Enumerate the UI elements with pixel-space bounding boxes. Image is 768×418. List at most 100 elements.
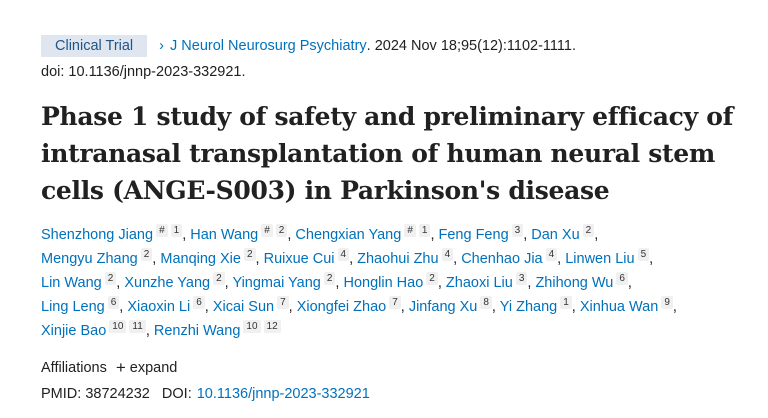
separator: , bbox=[116, 275, 125, 291]
author-link[interactable]: Han Wang bbox=[190, 227, 259, 243]
affiliation-ref[interactable]: 11 bbox=[129, 320, 146, 333]
separator: , bbox=[430, 227, 439, 243]
affiliation-ref[interactable]: 12 bbox=[263, 320, 281, 333]
affiliation-ref[interactable]: # bbox=[156, 224, 168, 237]
affiliation-ref[interactable]: 3 bbox=[511, 224, 524, 237]
author-link[interactable]: Xiongfei Zhao bbox=[296, 299, 387, 315]
separator: , bbox=[400, 299, 409, 315]
affiliation-ref[interactable]: 9 bbox=[661, 296, 673, 309]
author-link[interactable]: Lin Wang bbox=[41, 275, 102, 291]
citation-doi: doi: 10.1136/jnnp-2023-332921. bbox=[41, 64, 246, 80]
affiliation-ref[interactable]: 1 bbox=[560, 296, 572, 309]
affiliation-ref[interactable]: 10 bbox=[243, 320, 261, 333]
author-link[interactable]: Ruixue Cui bbox=[263, 251, 335, 267]
affiliations-label: Affiliations bbox=[41, 360, 107, 376]
separator: , bbox=[453, 251, 462, 267]
affiliation-ref[interactable]: 5 bbox=[637, 248, 650, 261]
author-link[interactable]: Chenhao Jia bbox=[461, 251, 543, 267]
author-link[interactable]: Feng Feng bbox=[438, 227, 509, 243]
affiliation-ref[interactable]: 4 bbox=[441, 248, 454, 261]
author-link[interactable]: Xiaoxin Li bbox=[127, 299, 191, 315]
affiliation-ref[interactable]: 4 bbox=[337, 248, 350, 261]
separator: , bbox=[335, 275, 344, 291]
author-link[interactable]: Jinfang Xu bbox=[408, 299, 478, 315]
affiliation-ref[interactable]: 8 bbox=[480, 296, 492, 309]
affiliation-ref[interactable]: 6 bbox=[616, 272, 628, 285]
author-link[interactable]: Chengxian Yang bbox=[295, 227, 402, 243]
affiliation-ref[interactable]: # bbox=[261, 224, 273, 237]
separator: , bbox=[571, 299, 580, 315]
affiliation-ref[interactable]: 4 bbox=[545, 248, 558, 261]
affiliation-ref[interactable]: 2 bbox=[426, 272, 438, 285]
separator: , bbox=[437, 275, 446, 291]
affiliation-ref[interactable]: 1 bbox=[170, 224, 183, 237]
separator: , bbox=[349, 251, 358, 267]
affiliation-ref[interactable]: 6 bbox=[107, 296, 120, 309]
affiliation-ref[interactable]: 2 bbox=[323, 272, 336, 285]
author-link[interactable]: Honglin Hao bbox=[343, 275, 424, 291]
affiliation-ref[interactable]: 2 bbox=[213, 272, 225, 285]
article-title: Phase 1 study of safety and preliminary … bbox=[41, 98, 741, 209]
publication-type-badge: Clinical Trial bbox=[41, 35, 148, 57]
separator: , bbox=[523, 227, 532, 243]
author-link[interactable]: Xunzhe Yang bbox=[124, 275, 211, 291]
pmid-label: PMID: bbox=[41, 386, 82, 402]
citation: . 2024 Nov 18;95(12):1102-1111. bbox=[366, 38, 576, 54]
author-link[interactable]: Shenzhong Jiang bbox=[41, 227, 154, 243]
separator: , bbox=[649, 251, 654, 267]
affiliation-ref[interactable]: 2 bbox=[275, 224, 288, 237]
separator: , bbox=[255, 251, 264, 267]
separator: , bbox=[557, 251, 566, 267]
article-header: Clinical Trial › J Neurol Neurosurg Psyc… bbox=[41, 34, 741, 406]
separator: , bbox=[594, 227, 599, 243]
separator: , bbox=[288, 299, 297, 315]
author-link[interactable]: Zhihong Wu bbox=[535, 275, 614, 291]
author-link[interactable]: Linwen Liu bbox=[565, 251, 635, 267]
separator: , bbox=[119, 299, 128, 315]
author-line: Mengyu Zhang 2, Manqing Xie 2, Ruixue Cui 4… bbox=[41, 247, 741, 271]
separator: , bbox=[182, 227, 191, 243]
author-link[interactable]: Mengyu Zhang bbox=[41, 251, 138, 267]
author-link[interactable]: Yi Zhang bbox=[499, 299, 558, 315]
affiliation-ref[interactable]: 3 bbox=[515, 272, 528, 285]
title-line: Phase 1 study of safety and preliminary … bbox=[41, 102, 734, 131]
title-line: intranasal transplantation of human neur… bbox=[41, 139, 716, 168]
affiliation-ref[interactable]: 6 bbox=[193, 296, 205, 309]
author-link[interactable]: Zhaoxi Liu bbox=[445, 275, 513, 291]
affiliation-ref[interactable]: 2 bbox=[243, 248, 256, 261]
separator: , bbox=[224, 275, 233, 291]
separator: , bbox=[491, 299, 500, 315]
affiliation-ref[interactable]: 10 bbox=[109, 320, 127, 333]
author-list: Shenzhong Jiang #1, Han Wang #2, Chengxian… bbox=[41, 223, 741, 343]
affiliation-ref[interactable]: 1 bbox=[418, 224, 431, 237]
journal-link[interactable]: J Neurol Neurosurg Psychiatry bbox=[170, 38, 367, 54]
affiliation-ref[interactable]: 7 bbox=[389, 296, 401, 309]
doi-link[interactable]: 10.1136/jnnp-2023-332921 bbox=[196, 386, 370, 402]
affiliation-ref[interactable]: # bbox=[404, 224, 416, 237]
author-line: Shenzhong Jiang #1, Han Wang #2, Chengxian… bbox=[41, 223, 741, 247]
author-link[interactable]: Renzhi Wang bbox=[153, 323, 241, 339]
author-link[interactable]: Xinjie Bao bbox=[41, 323, 107, 339]
separator: , bbox=[145, 323, 154, 339]
separator: , bbox=[287, 227, 296, 243]
title-line: cells (ANGE-S003) in Parkinson's disease bbox=[41, 176, 610, 205]
author-link[interactable]: Xinhua Wan bbox=[579, 299, 659, 315]
author-link[interactable]: Yingmai Yang bbox=[232, 275, 321, 291]
affiliation-ref[interactable]: 2 bbox=[104, 272, 117, 285]
author-link[interactable]: Manqing Xie bbox=[160, 251, 241, 267]
separator: , bbox=[672, 299, 677, 315]
expand-affiliations-button[interactable]: expand bbox=[129, 360, 178, 376]
author-link[interactable]: Zhaohui Zhu bbox=[357, 251, 439, 267]
author-link[interactable]: Ling Leng bbox=[41, 299, 105, 315]
plus-icon[interactable]: + bbox=[115, 358, 126, 377]
affiliations-row: Affiliations + expand bbox=[41, 356, 741, 380]
affiliation-ref[interactable]: 7 bbox=[277, 296, 289, 309]
author-line: Ling Leng 6, Xiaoxin Li 6, Xicai Sun 7, Xio… bbox=[41, 295, 741, 319]
author-line: Lin Wang 2, Xunzhe Yang 2, Yingmai Yang 2, … bbox=[41, 271, 741, 295]
author-link[interactable]: Dan Xu bbox=[531, 227, 580, 243]
affiliation-ref[interactable]: 2 bbox=[582, 224, 595, 237]
identifiers: PMID: 38724232 DOI: 10.1136/jnnp-2023-33… bbox=[41, 382, 741, 406]
affiliation-ref[interactable]: 2 bbox=[140, 248, 153, 261]
author-link[interactable]: Xicai Sun bbox=[212, 299, 275, 315]
separator: , bbox=[627, 275, 632, 291]
